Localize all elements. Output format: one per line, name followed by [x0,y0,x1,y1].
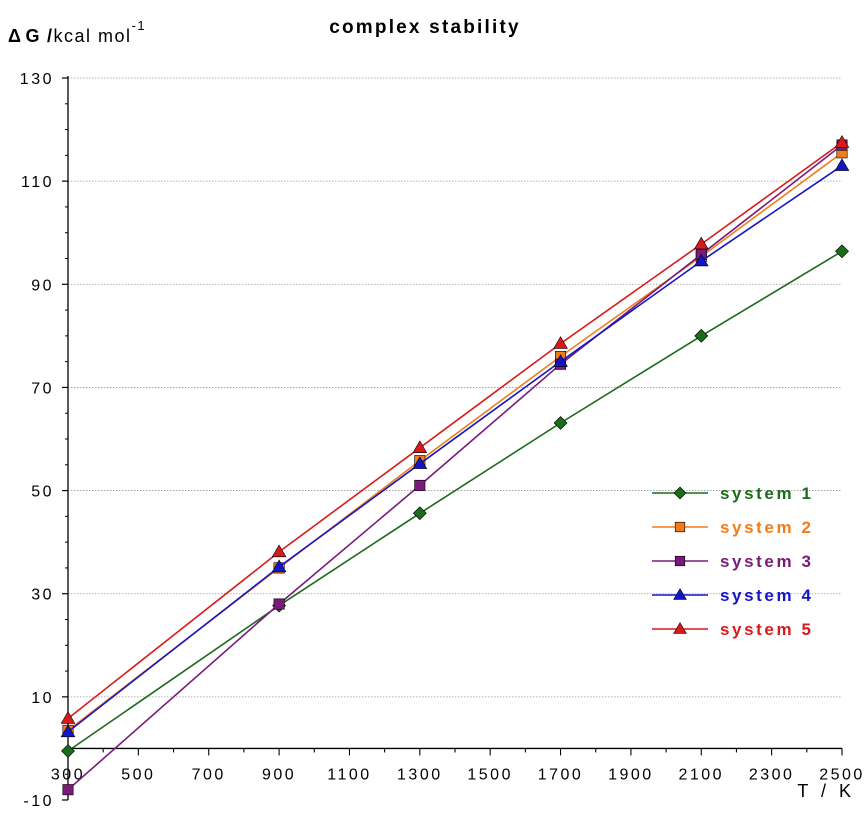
data-point-marker [693,236,709,250]
series-line [67,152,843,732]
data-point-marker [834,135,850,148]
y-tick-label: -10 [23,793,54,810]
x-tick-label: 500 [121,766,155,783]
data-point-marker [553,336,568,349]
legend-label: system 1 [720,484,814,503]
data-point-marker [693,253,709,267]
data-point-marker [273,598,285,610]
x-tick-label: 700 [192,766,226,783]
data-point-marker [834,158,850,171]
data-point-marker [553,354,568,367]
legend-item: system 4 [652,586,814,605]
data-point-marker [674,521,686,533]
x-tick-label: 300 [51,766,85,783]
data-point-marker [271,544,287,558]
x-axis-label: T / K [797,781,855,801]
data-point-marker [414,479,426,491]
series-system-5 [60,135,850,724]
axes: -10 10 30 50 70 90 110 130 300 500 700 900 1100 1300 1… [20,71,865,810]
data-point-marker [61,744,75,758]
legend-item: system 1 [652,484,814,503]
y-tick-label: 10 [31,690,54,707]
legend-item: system 3 [652,552,814,571]
y-tick-label: 90 [31,277,54,294]
data-point-marker [694,328,709,343]
x-tick-label: 1100 [327,766,371,783]
data-point-marker [60,724,76,738]
legend-item: system 2 [652,518,814,537]
data-point-marker [271,559,287,573]
data-point-marker [412,440,428,453]
y-tick-label: 30 [31,587,54,604]
y-tick-label: 50 [31,484,54,501]
data-point-marker [412,506,427,521]
data-point-marker [553,416,568,430]
x-tick-label: 2100 [678,766,724,783]
x-tick-label: 1700 [538,766,584,783]
series-line [67,141,843,720]
legend-label: system 3 [720,552,814,571]
series-system-1 [61,244,849,758]
series-line [67,144,843,791]
data-point-marker [673,588,687,600]
x-tick-label: 2300 [749,766,795,783]
legend-label: system 4 [720,586,814,605]
y-tick-label: 70 [31,380,54,397]
x-tick-label: 900 [262,766,296,783]
legend: system 1 system 2 system 3 system 4 system 5 [652,484,814,639]
chart-title: complex stability [329,17,521,38]
series-system-2 [62,147,848,736]
data-point-marker [412,456,428,469]
legend-item: system 5 [652,620,814,639]
data-point-marker [674,555,686,567]
x-tick-label: 1300 [397,766,443,783]
y-tick-label: 130 [20,71,54,88]
data-point-marker [673,622,687,634]
data-point-marker [60,711,76,724]
data-point-marker [835,244,849,259]
legend-label: system 5 [720,620,814,639]
series-line [67,250,843,752]
x-tick-label: 2500 [819,766,865,783]
x-tick-label: 1500 [467,766,513,783]
y-tick-label: 110 [21,174,54,191]
legend-label: system 2 [720,518,814,537]
series-system-4 [60,158,850,738]
data-point-marker [673,486,687,500]
data-point-marker [62,784,74,796]
x-tick-label: 1900 [608,766,654,783]
series-line [67,165,843,733]
series-lines [60,135,850,796]
y-axis-label: Δ G/kcal mol-1 [8,18,146,46]
